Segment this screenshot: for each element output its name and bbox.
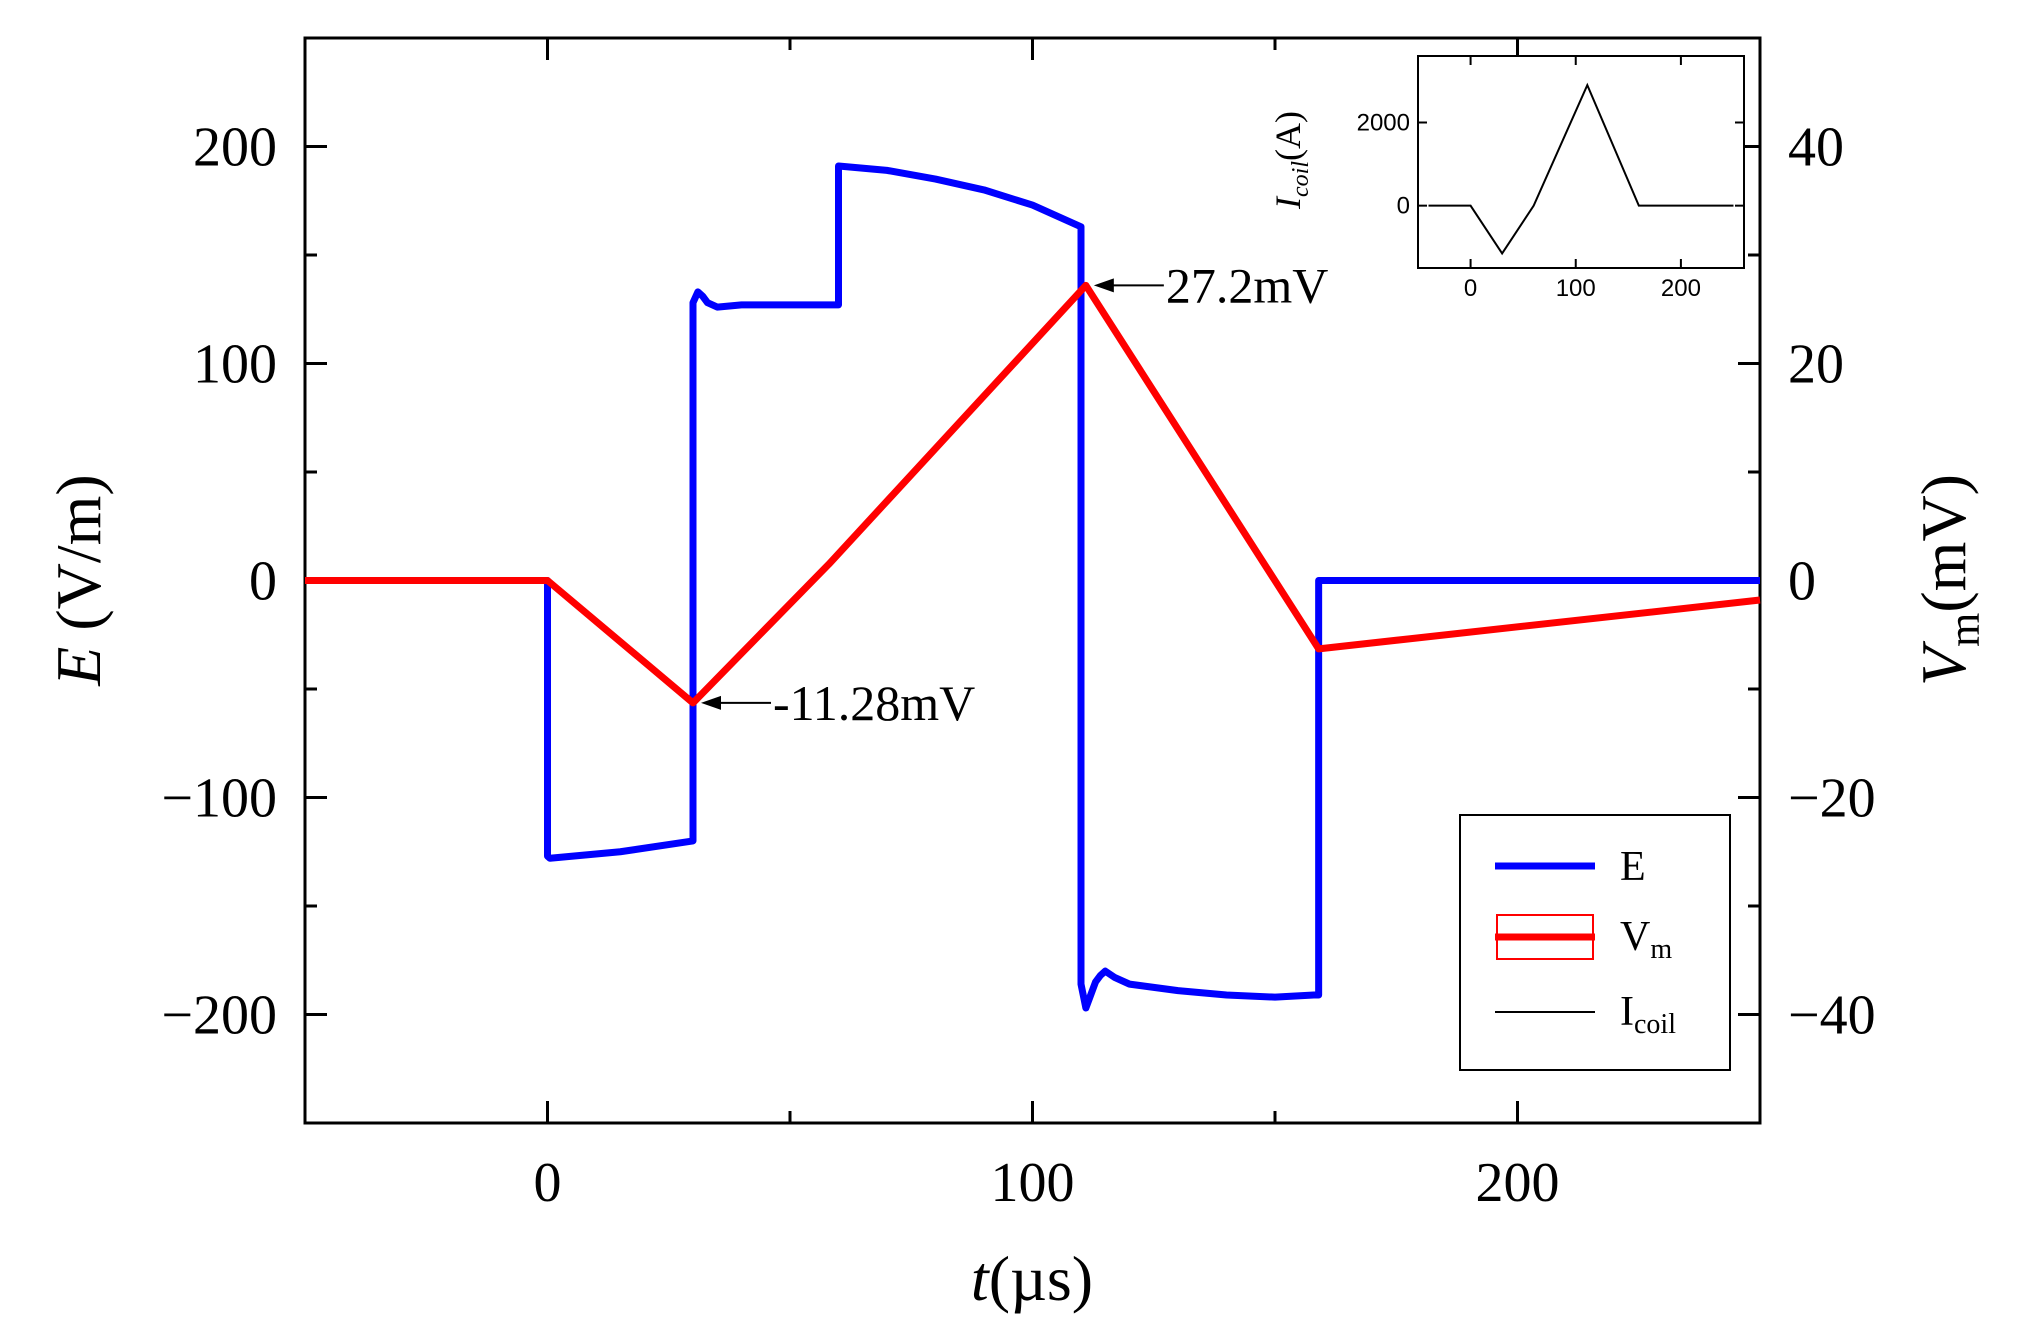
x-tick-label: 100 (991, 1152, 1075, 1214)
y-right-tick-label: 20 (1788, 334, 1844, 396)
inset-chart: 0 100 200 0 2000 Icoil(A) (1268, 55, 1745, 302)
inset-x-axis: 0 100 200 (1464, 56, 1701, 302)
y-axis-left-title-unit: (V/m) (43, 474, 114, 646)
y-axis-left-title-var: E (43, 647, 114, 687)
legend-label-vm: Vm (1620, 914, 1672, 965)
y-axis-right-title-unit: (mV) (1908, 474, 1979, 613)
y-axis-right-title-sub: m (1940, 613, 1989, 647)
inset-y-axis: 0 2000 (1357, 110, 1744, 220)
inset-y-title-var: I (1268, 195, 1308, 210)
plot-area (305, 162, 1761, 1012)
legend-label-vm-sub: m (1650, 934, 1672, 965)
legend: E Vm Icoil (1459, 814, 1731, 1071)
series-e-line (305, 162, 1760, 1012)
x-axis-title-var: t (971, 1243, 991, 1314)
annotation-max-label: 27.2mV (1166, 257, 1329, 313)
legend-entry-e: E (1495, 844, 1646, 890)
y-left-tick-label: 200 (193, 117, 277, 179)
y-axis-right-title: Vm(mV) (1908, 474, 1989, 686)
series-vm-line (305, 281, 1761, 707)
annotation-min-arrowhead (701, 695, 721, 710)
x-axis-title-unit: (µs) (989, 1243, 1093, 1314)
y-right-tick-label: 0 (1788, 551, 1816, 613)
legend-label-icoil-sub: coil (1634, 1009, 1676, 1040)
inset-y-tick-label: 2000 (1357, 110, 1410, 137)
y-left-tick-label: −100 (161, 768, 277, 830)
y-right-tick-label: 40 (1788, 117, 1844, 179)
inset-y-tick-label: 0 (1397, 193, 1410, 220)
y-axis-right: −40 −20 0 20 40 (1738, 36, 1876, 1125)
inset-frame (1417, 55, 1745, 269)
x-tick-label: 0 (534, 1152, 562, 1214)
annotation-min: -11.28mV (701, 675, 975, 731)
x-tick-label: 200 (1476, 1152, 1560, 1214)
legend-label-vm-main: V (1620, 914, 1650, 960)
inset-series-icoil-line (1428, 82, 1734, 256)
y-axis-right-title-var: V (1908, 640, 1979, 686)
legend-label-icoil-main: I (1620, 989, 1634, 1035)
annotation-max-arrowhead (1093, 278, 1114, 293)
inset-x-tick-label: 0 (1464, 275, 1477, 302)
y-right-tick-label: −40 (1788, 985, 1876, 1047)
inset-y-title-unit: (A) (1268, 111, 1308, 161)
legend-frame (1459, 814, 1731, 1071)
inset-y-title-sub: coil (1288, 161, 1314, 197)
y-axis-left: −200 −100 0 100 200 (161, 36, 327, 1125)
y-left-tick-label: −200 (161, 985, 277, 1047)
annotation-min-label: -11.28mV (773, 675, 975, 731)
y-left-tick-label: 100 (193, 334, 277, 396)
x-axis: 0 100 200 (303, 38, 1762, 1214)
annotation-max: 27.2mV (1093, 257, 1329, 313)
inset-x-tick-label: 200 (1661, 275, 1701, 302)
legend-label-e: E (1620, 844, 1646, 890)
legend-label-icoil: Icoil (1620, 989, 1676, 1040)
inset-y-title: Icoil(A) (1268, 111, 1314, 210)
y-right-tick-label: −20 (1788, 768, 1876, 830)
y-axis-left-title: E (V/m) (43, 474, 114, 687)
legend-entry-icoil: Icoil (1495, 989, 1676, 1040)
x-axis-title: t(µs) (971, 1243, 1093, 1314)
legend-entry-vm: Vm (1495, 914, 1672, 965)
inset-x-tick-label: 100 (1556, 275, 1596, 302)
y-left-tick-label: 0 (249, 551, 277, 613)
